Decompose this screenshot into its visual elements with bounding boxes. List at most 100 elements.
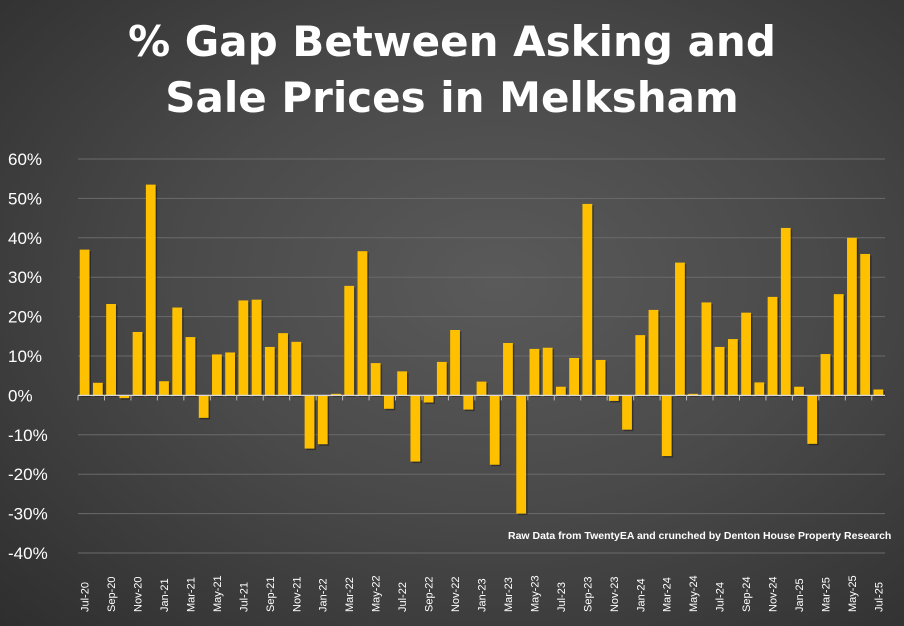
x-tick-label: Jul-24 <box>715 582 727 612</box>
bar <box>264 346 275 396</box>
bar <box>225 352 236 396</box>
bar <box>304 395 315 449</box>
chart-title: % Gap Between Asking and Sale Prices in … <box>0 14 904 126</box>
bar <box>873 389 884 396</box>
x-tick-label: Jan-22 <box>318 578 330 612</box>
bar <box>450 329 460 396</box>
x-tick-label: Jan-25 <box>794 578 806 612</box>
y-tick-label: -30% <box>8 505 48 524</box>
bar <box>198 395 209 418</box>
bar <box>172 307 183 396</box>
x-tick-label: May-22 <box>371 575 383 612</box>
bar <box>582 203 593 396</box>
y-tick-label: 10% <box>8 347 42 366</box>
x-tick-label: Nov-21 <box>291 577 303 612</box>
bar <box>370 363 381 396</box>
bar <box>516 395 527 514</box>
bar <box>529 348 540 396</box>
bar <box>238 300 249 396</box>
x-tick-label: Jan-23 <box>477 578 489 612</box>
x-tick-label: Jul-25 <box>873 582 885 612</box>
bar <box>675 262 685 396</box>
bar-shadow <box>689 395 700 397</box>
bar <box>357 251 368 396</box>
bar-shadow <box>120 396 131 400</box>
bar <box>317 395 328 445</box>
bar <box>688 393 699 396</box>
y-tick-label: 50% <box>8 189 42 208</box>
bar <box>860 253 871 396</box>
bar <box>92 382 103 396</box>
bar <box>212 354 222 396</box>
bar <box>106 303 116 396</box>
bar <box>278 333 288 396</box>
bar <box>847 237 857 396</box>
x-tick-label: Nov-20 <box>133 577 145 612</box>
bar <box>251 299 262 396</box>
chart-title-line-2: Sale Prices in Melksham <box>165 73 739 122</box>
bar <box>159 381 169 396</box>
y-tick-label: -10% <box>8 426 48 445</box>
bar <box>331 393 341 396</box>
x-tick-label: Mar-22 <box>344 577 356 612</box>
x-tick-label: Mar-21 <box>185 577 197 612</box>
bar <box>503 342 513 396</box>
x-tick-label: Sep-21 <box>265 577 277 612</box>
bar <box>397 371 408 396</box>
x-tick-label: Sep-24 <box>741 577 753 612</box>
bar <box>794 386 804 396</box>
x-tick-label: Nov-23 <box>609 577 621 612</box>
x-tick-label: Sep-20 <box>106 577 118 612</box>
source-annotation: Raw Data from TwentyEA and crunched by D… <box>508 530 892 542</box>
bar <box>542 347 553 396</box>
bar <box>119 395 130 399</box>
bar <box>489 395 500 465</box>
bar <box>754 382 765 396</box>
x-tick-label: Sep-22 <box>424 577 436 612</box>
x-tick-label: Mar-24 <box>662 577 674 612</box>
x-tick-label: Jan-24 <box>635 578 647 612</box>
y-tick-label: 40% <box>8 229 42 248</box>
y-tick-label: 60% <box>8 150 42 169</box>
chart-title-line-1: % Gap Between Asking and <box>128 17 776 66</box>
bar <box>807 395 818 444</box>
x-tick-label: Jul-22 <box>397 582 409 612</box>
bar <box>436 361 447 396</box>
bar <box>344 285 355 396</box>
bar <box>595 359 606 396</box>
x-tick-label: Jan-21 <box>159 578 171 612</box>
y-tick-label: 30% <box>8 268 42 287</box>
y-tick-label: 20% <box>8 308 42 327</box>
bar <box>767 296 778 396</box>
bar <box>383 395 394 409</box>
bar <box>701 302 712 396</box>
x-tick-label: May-25 <box>847 575 859 612</box>
bar <box>132 331 143 396</box>
x-tick-label: Sep-23 <box>582 577 594 612</box>
bar <box>185 337 196 396</box>
y-tick-label: -20% <box>8 465 48 484</box>
bar <box>291 341 302 396</box>
bar <box>463 395 474 410</box>
bar <box>833 294 844 396</box>
bar <box>569 357 580 396</box>
bar <box>622 395 632 430</box>
bar <box>661 395 672 457</box>
bar <box>648 309 659 396</box>
bar <box>820 354 831 396</box>
bar <box>555 386 566 396</box>
x-tick-label: May-24 <box>688 575 700 612</box>
bar <box>608 395 619 401</box>
bar <box>145 184 156 396</box>
bar <box>741 312 751 396</box>
bar <box>423 395 434 403</box>
x-tick-label: Jul-23 <box>556 582 568 612</box>
bar <box>635 335 646 396</box>
y-tick-label: 0% <box>8 386 33 405</box>
bar <box>79 249 90 396</box>
x-tick-label: Jul-21 <box>238 582 250 612</box>
bar <box>714 346 725 396</box>
bar <box>780 227 791 396</box>
y-tick-label: -40% <box>8 544 48 563</box>
